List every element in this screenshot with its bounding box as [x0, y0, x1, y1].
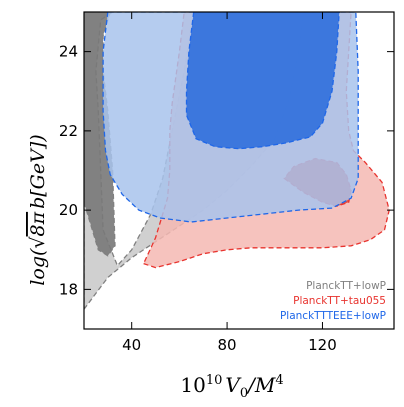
x-axis-label: 1010 V0/M4 — [180, 373, 283, 401]
x-label-sub: 0 — [240, 386, 248, 401]
contour-layer — [84, 12, 390, 311]
series-2-inner-contour — [185, 12, 340, 150]
legend-entry-2: PlanckTTTEEE+lowP — [280, 310, 386, 322]
y-tick-label: 18 — [59, 280, 78, 298]
legend: PlanckTT+lowP PlanckTT+tau055 PlanckTTTEEE… — [280, 280, 386, 322]
legend-entry-0: PlanckTT+lowP — [306, 280, 386, 292]
series-2 — [102, 12, 359, 223]
x-label-pre: 10 — [180, 373, 205, 397]
y-label-sqrt-sign: √ — [27, 236, 49, 249]
x-label-sup: 10 — [206, 373, 223, 388]
y-tick-label: 20 — [59, 201, 78, 219]
y-label-mid: b[GeV] — [27, 141, 49, 209]
y-label-post: ) — [27, 134, 49, 142]
legend-entry-1: PlanckTT+tau055 — [293, 295, 386, 307]
x-label-mid: V — [225, 373, 242, 397]
x-tick-label: 120 — [308, 336, 337, 354]
tick-layer: 40 80 120 18 20 22 24 — [59, 12, 394, 354]
y-axis-label: log(√8πb[GeV]) — [27, 134, 49, 285]
y-label-pre: log( — [27, 248, 49, 286]
x-label-post: /M — [246, 373, 276, 397]
svg-text:log(√8πb[GeV]): log(√8πb[GeV]) — [27, 134, 49, 285]
x-tick-label: 80 — [218, 336, 237, 354]
y-label-sqrt-arg: 8π — [27, 211, 49, 236]
x-tick-label: 40 — [122, 336, 141, 354]
y-tick-label: 22 — [59, 122, 78, 140]
y-tick-label: 24 — [59, 43, 78, 61]
x-label-sup2: 4 — [275, 373, 283, 388]
plot-frame — [83, 11, 395, 330]
